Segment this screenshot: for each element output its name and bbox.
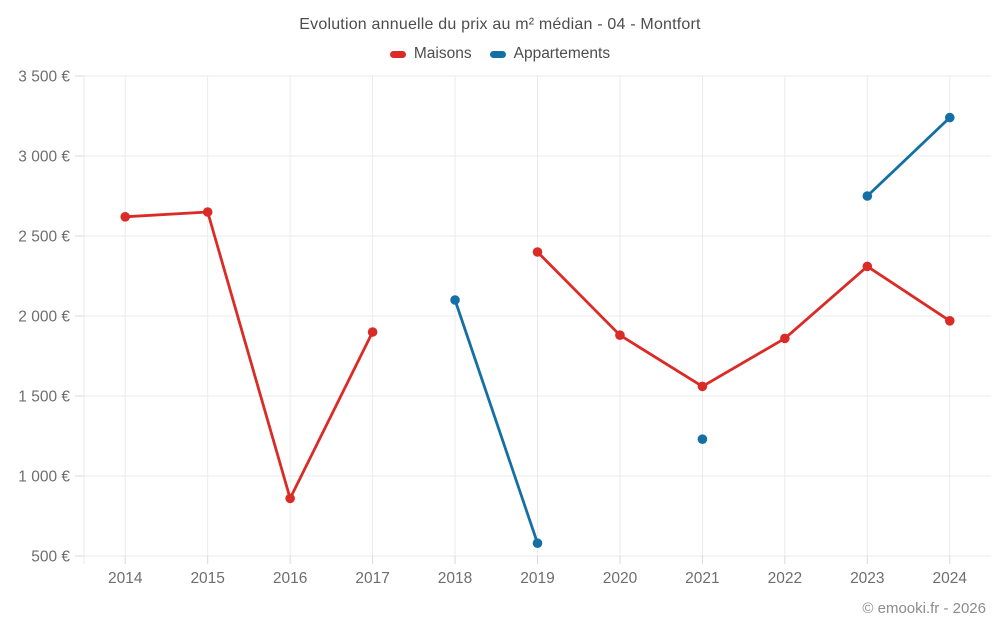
data-point-appartements-2021[interactable]: [697, 434, 708, 445]
chart-legend: Maisons Appartements: [0, 45, 1000, 63]
data-point-maisons-2015[interactable]: [202, 207, 213, 217]
x-axis-label: 2019: [520, 570, 554, 587]
x-axis-label: 2023: [850, 570, 884, 587]
x-axis-label: 2024: [933, 570, 968, 587]
y-axis-label: 1 000 €: [18, 469, 70, 486]
data-point-appartements-2023[interactable]: [862, 191, 873, 201]
data-point-maisons-2016[interactable]: [285, 493, 295, 504]
data-point-maisons-2019[interactable]: [532, 247, 543, 257]
data-point-maisons-2021[interactable]: [697, 381, 708, 392]
legend-item-maisons[interactable]: Maisons: [389, 45, 472, 63]
x-axis-label: 2022: [768, 570, 802, 587]
chart-title: Evolution annuelle du prix au m² médian …: [299, 16, 701, 33]
y-axis-label: 3 000 €: [18, 149, 70, 166]
y-axis-label: 1 500 €: [18, 389, 70, 406]
appartements-legend-marker-icon: [489, 50, 506, 58]
data-point-maisons-2017[interactable]: [367, 327, 378, 337]
data-point-maisons-2024[interactable]: [944, 316, 955, 326]
y-axis-label: 2 500 €: [18, 229, 70, 246]
appartements-legend-label: Appartements: [513, 45, 611, 62]
data-point-appartements-2019[interactable]: [532, 538, 543, 548]
data-point-maisons-2023[interactable]: [862, 261, 873, 272]
maisons-legend-label: Maisons: [413, 45, 472, 62]
y-axis-label: 2 000 €: [18, 309, 70, 326]
maisons-legend-marker-icon: [389, 50, 406, 58]
series-line-appartements: [865, 116, 952, 198]
x-axis-label: 2018: [438, 570, 472, 587]
copyright-footer: © emooki.fr - 2026: [862, 600, 986, 617]
x-axis-label: 2014: [108, 570, 143, 587]
x-axis-label: 2015: [190, 570, 224, 587]
series-line-maisons: [536, 250, 952, 388]
legend-item-appartements[interactable]: Appartements: [489, 45, 611, 63]
series-line-maisons: [123, 210, 374, 500]
data-point-appartements-2018[interactable]: [450, 295, 460, 305]
x-axis-label: 2021: [685, 570, 719, 587]
data-point-maisons-2022[interactable]: [780, 333, 790, 344]
series-line-appartements: [453, 298, 539, 545]
data-point-maisons-2014[interactable]: [120, 212, 131, 222]
x-axis-label: 2020: [603, 570, 638, 587]
y-axis-label: 3 500 €: [18, 69, 70, 86]
x-axis-label: 2016: [273, 570, 307, 587]
data-point-maisons-2020[interactable]: [615, 330, 625, 341]
data-point-appartements-2024[interactable]: [944, 112, 955, 123]
y-axis-label: 500 €: [31, 549, 70, 566]
x-axis-label: 2017: [355, 570, 389, 587]
